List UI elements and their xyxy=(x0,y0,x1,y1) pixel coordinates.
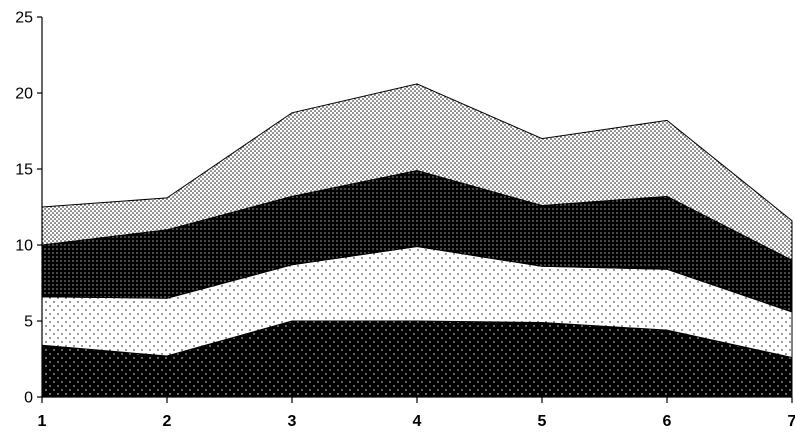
y-tick-label: 5 xyxy=(24,314,33,331)
x-tick-label: 6 xyxy=(663,413,672,430)
x-tick-label: 7 xyxy=(788,413,795,430)
x-tick-label: 3 xyxy=(288,413,297,430)
y-tick-label: 25 xyxy=(15,10,33,27)
axes: 0 5 10 15 20 25 1 2 3 4 5 6 7 xyxy=(15,10,795,431)
area-layers xyxy=(41,83,793,398)
y-tick-label: 20 xyxy=(15,86,33,103)
area-series-4 xyxy=(41,83,793,262)
y-tick-label: 10 xyxy=(15,238,33,255)
x-tick-label: 2 xyxy=(163,413,172,430)
x-tick-label: 4 xyxy=(413,413,422,430)
x-tick-label: 1 xyxy=(38,413,47,430)
y-tick-label: 15 xyxy=(15,162,33,179)
y-tick-label: 0 xyxy=(24,390,33,407)
x-tick-label: 5 xyxy=(538,413,547,430)
